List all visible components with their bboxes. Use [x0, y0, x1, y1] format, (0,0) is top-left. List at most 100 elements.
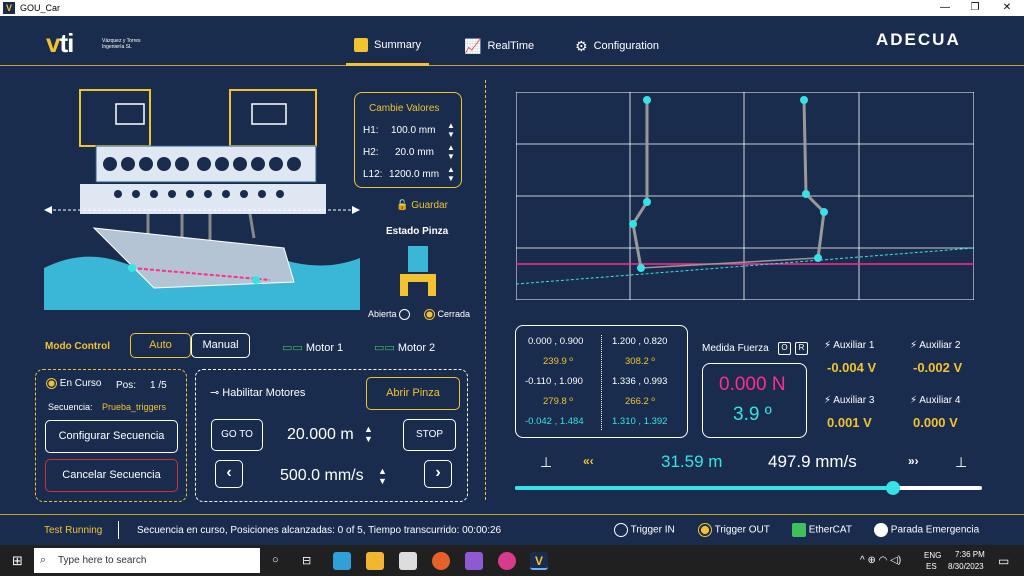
gou-car-taskbar-icon[interactable]: V: [530, 552, 548, 570]
open-gripper-button[interactable]: Abrir Pinza: [366, 377, 460, 410]
l12-label: L12:: [363, 169, 383, 180]
task-view-icon[interactable]: ○: [272, 554, 279, 566]
windows-start-icon[interactable]: ⊞: [12, 553, 23, 568]
force-display: 0.000 N 3.9 º: [702, 363, 807, 438]
coord-right-2: 1.336 , 0.993: [612, 376, 668, 387]
coord-right-1: 1.200 , 0.820: [612, 336, 668, 347]
move-left-button[interactable]: ‹: [215, 460, 243, 488]
auto-button[interactable]: Auto: [130, 333, 191, 358]
grid-icon: [354, 37, 368, 52]
force-angle: 3.9 º: [733, 404, 772, 425]
ethercat-icon: [792, 523, 806, 537]
lock-open-icon: 🔓: [396, 200, 409, 211]
h2-value[interactable]: 20.0 mm: [395, 147, 434, 158]
clock-time[interactable]: 7:36 PM: [955, 550, 985, 559]
configure-sequence-button[interactable]: Configurar Secuencia: [45, 420, 178, 453]
h1-value[interactable]: 100.0 mm: [391, 125, 436, 136]
taskbar-search[interactable]: ⌕ Type here to search: [34, 548, 260, 573]
h2-label: H2:: [363, 147, 379, 158]
window-title: GOU_Car: [20, 3, 61, 13]
h2-spinner-icon[interactable]: ▲ ▼: [447, 143, 455, 161]
rewind-arrows-icon[interactable]: «‹: [583, 454, 594, 468]
aux1-label: ⚡ Auxiliar 1: [824, 340, 875, 351]
sequence-status: En Curso: [46, 378, 101, 389]
carriage-slider-thumb[interactable]: [886, 481, 901, 495]
coord-right-3: 1.310 , 1.392: [612, 416, 668, 427]
force-title: Medida Fuerza: [702, 343, 769, 354]
firefox-icon[interactable]: [432, 552, 450, 570]
aux1-value: -0.004 V: [827, 360, 877, 375]
app-logo-icon: V: [3, 2, 15, 14]
tab-summary[interactable]: Summary: [346, 26, 430, 66]
brand-logo: vvtiti: [46, 28, 74, 58]
chevron-right-icon: ›: [435, 464, 441, 481]
chevron-left-icon: ‹: [226, 464, 232, 481]
manual-button[interactable]: Manual: [191, 333, 250, 358]
move-right-button[interactable]: ›: [424, 460, 452, 488]
motor-icon: ▭▭: [374, 342, 395, 354]
tray-icons[interactable]: ^ ⊕ ◠ ◁): [860, 555, 902, 566]
trigger-out-icon: [698, 523, 712, 537]
motion-panel: [195, 369, 468, 502]
edge-icon[interactable]: [333, 552, 351, 570]
file-explorer-icon[interactable]: [366, 552, 384, 570]
gripper-open-radio[interactable]: Abierta: [368, 309, 411, 321]
chart-line-icon: 📈: [464, 37, 482, 54]
force-reset-button[interactable]: R: [795, 342, 808, 355]
values-panel: Cambie Valores H1: 100.0 mm ▲ ▼ H2: 20.0 …: [354, 92, 462, 188]
coordinates-panel: [515, 325, 688, 438]
language-indicator[interactable]: ENG: [924, 551, 942, 560]
position-spinner-icon[interactable]: ▲ ▼: [364, 424, 373, 444]
lightning-icon: ⚡: [824, 340, 832, 351]
target-position[interactable]: 20.000 m: [287, 426, 354, 443]
stop-button[interactable]: STOP: [403, 419, 456, 451]
enable-motors-toggle[interactable]: ⊸ Habilitar Motores: [210, 387, 306, 399]
maximize-icon[interactable]: ❐: [970, 2, 980, 13]
h1-spinner-icon[interactable]: ▲ ▼: [447, 121, 455, 139]
target-speed[interactable]: 500.0 mm/s: [280, 467, 364, 484]
app-icon[interactable]: [498, 552, 516, 570]
motor-icon: ▭▭: [282, 342, 303, 354]
cancel-sequence-button[interactable]: Cancelar Secuencia: [45, 459, 178, 492]
run-state: Test Running: [44, 525, 103, 536]
minimize-icon[interactable]: —: [940, 2, 950, 13]
speed-spinner-icon[interactable]: ▲ ▼: [378, 466, 387, 486]
motor2-status: ▭▭ Motor 2: [374, 342, 436, 354]
panel-divider: [485, 80, 486, 500]
close-icon[interactable]: ✕: [1002, 2, 1012, 13]
force-zero-button[interactable]: O: [778, 342, 791, 355]
tab-configuration[interactable]: ⚙ Configuration: [575, 37, 659, 54]
angle-right-2: 266.2 º: [625, 396, 655, 407]
store-icon[interactable]: [399, 552, 417, 570]
emergency-stop-indicator: Parada Emergencia: [874, 523, 979, 537]
angle-right-1: 308.2 º: [625, 356, 655, 367]
angle-left-1: 239.9 º: [543, 356, 573, 367]
keyboard-indicator[interactable]: ES: [926, 562, 937, 571]
l12-spinner-icon[interactable]: ▲ ▼: [447, 165, 455, 183]
save-button[interactable]: 🔓 Guardar: [396, 200, 448, 211]
status-message: Secuencia en curso, Posiciones alcanzada…: [137, 525, 502, 536]
emergency-icon: [874, 523, 888, 537]
angle-left-2: 279.8 º: [543, 396, 573, 407]
widgets-icon[interactable]: ⊟: [302, 555, 312, 567]
status-bar: Test Running Secuencia en curso, Posicio…: [0, 514, 1024, 544]
l12-value[interactable]: 1200.0 mm: [389, 169, 440, 180]
notification-icon[interactable]: ▭: [998, 554, 1010, 568]
goto-button[interactable]: GO TO: [211, 419, 263, 451]
aux2-label: ⚡ Auxiliar 2: [910, 340, 961, 351]
forward-arrows-icon[interactable]: »›: [908, 454, 919, 468]
search-placeholder: Type here to search: [58, 555, 147, 566]
ethercat-indicator: EtherCAT: [792, 523, 852, 537]
window-titlebar: V GOU_Car — ❐ ✕: [0, 0, 1024, 16]
force-value: 0.000 N: [719, 374, 786, 395]
adecua-logo: ADECUA: [876, 30, 961, 49]
aux2-value: -0.002 V: [913, 360, 963, 375]
tab-realtime[interactable]: 📈 RealTime: [464, 37, 535, 54]
status-separator: [118, 521, 119, 539]
lightning-icon: ⚡: [824, 395, 832, 406]
clock-date[interactable]: 8/30/2023: [948, 562, 984, 571]
gripper-closed-radio[interactable]: Cerrada: [424, 309, 470, 321]
gear-icon: ⚙: [575, 37, 588, 54]
values-panel-title: Cambie Valores: [369, 103, 440, 114]
visual-studio-icon[interactable]: [465, 552, 483, 570]
